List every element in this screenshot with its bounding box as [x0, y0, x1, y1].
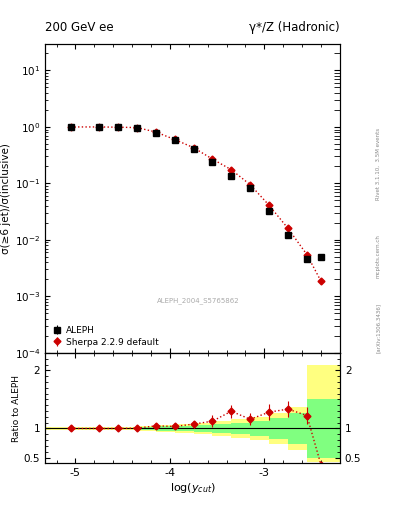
- Text: Rivet 3.1.10,  3.5M events: Rivet 3.1.10, 3.5M events: [376, 128, 380, 200]
- Y-axis label: σ(≥6 jet)/σ(inclusive): σ(≥6 jet)/σ(inclusive): [0, 143, 11, 253]
- Legend: ALEPH, Sherpa 2.2.9 default: ALEPH, Sherpa 2.2.9 default: [50, 324, 160, 348]
- Text: 200 GeV ee: 200 GeV ee: [45, 21, 114, 34]
- Text: mcplots.cern.ch: mcplots.cern.ch: [376, 234, 380, 278]
- Text: [arXiv:1306.3436]: [arXiv:1306.3436]: [376, 303, 380, 353]
- X-axis label: log($y_{cut}$): log($y_{cut}$): [170, 481, 215, 495]
- Text: ALEPH_2004_S5765862: ALEPH_2004_S5765862: [157, 297, 240, 304]
- Text: γ*/Z (Hadronic): γ*/Z (Hadronic): [249, 21, 340, 34]
- Y-axis label: Ratio to ALEPH: Ratio to ALEPH: [12, 375, 21, 442]
